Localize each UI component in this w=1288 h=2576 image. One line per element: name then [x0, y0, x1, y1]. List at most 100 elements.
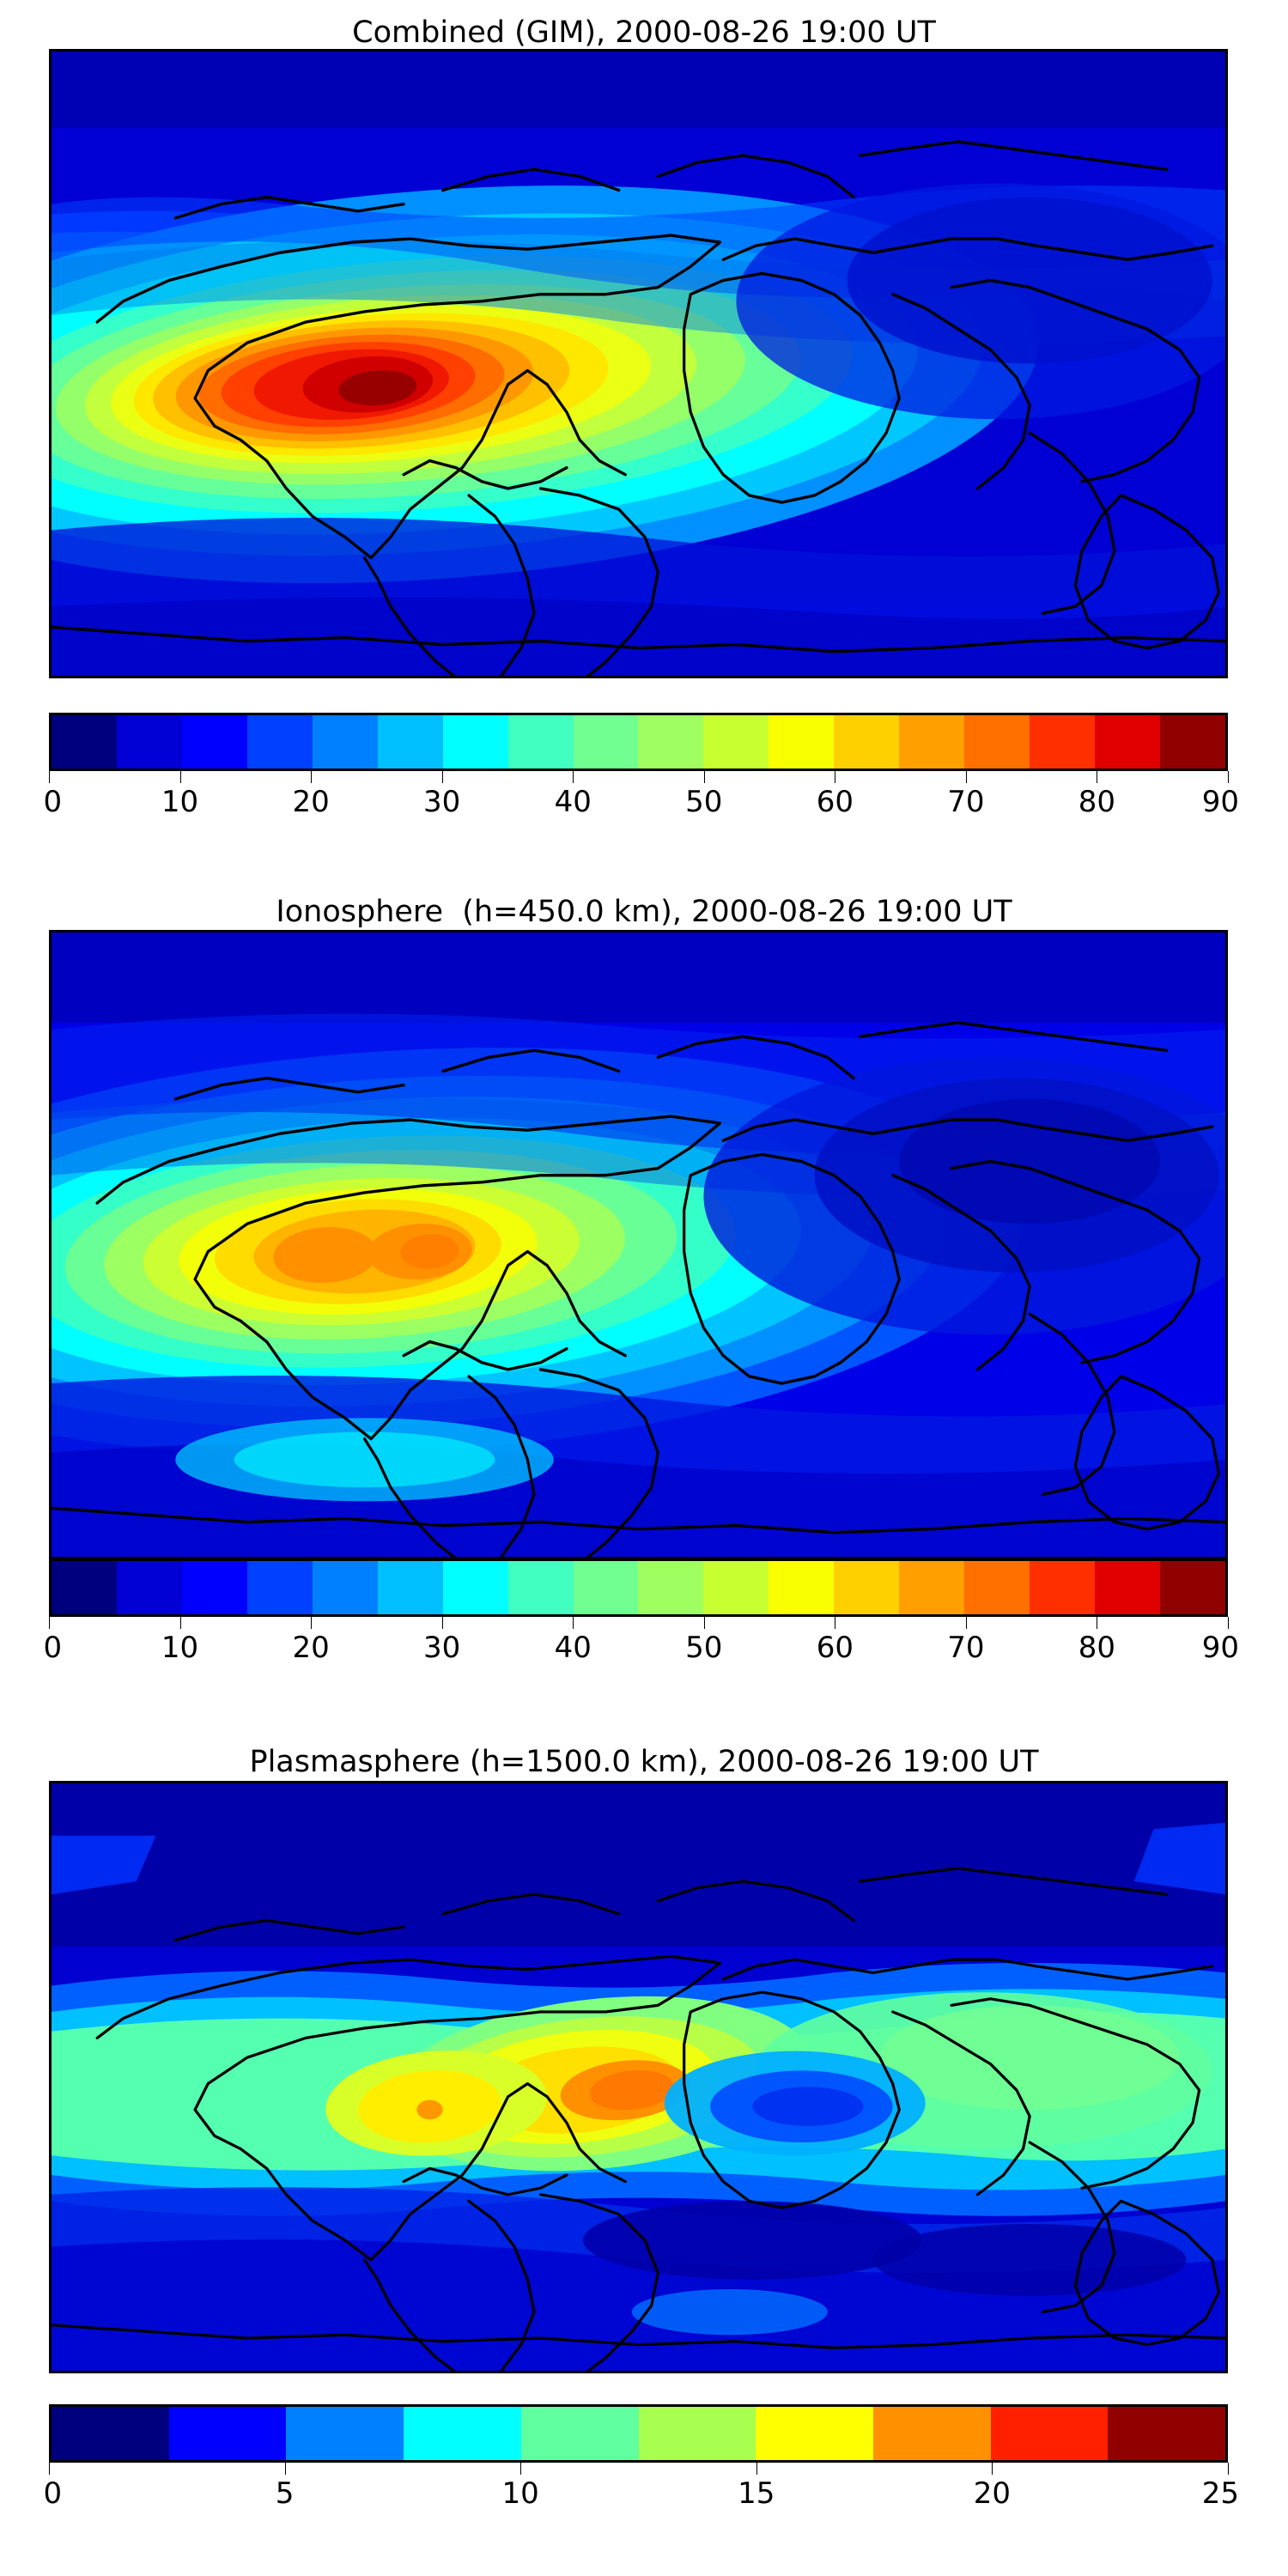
colorbar-band [520, 2407, 639, 2460]
field-contours-1 [52, 52, 1225, 676]
colorbar-tick-label: 5 [275, 2476, 295, 2511]
field-contours-2 [52, 933, 1225, 1557]
colorbar-band [181, 715, 247, 769]
colorbar-tick-label: 50 [685, 1631, 723, 1665]
colorbar-tick-label: 0 [43, 2476, 63, 2511]
colorbar-band [1159, 715, 1225, 769]
colorbar-band [834, 715, 900, 769]
colorbar-plasmasphere-gradient [49, 2404, 1228, 2463]
colorbar-combined [49, 713, 1228, 771]
colorbar-plasmasphere-ticks: 0 5 10 15 20 25 [44, 2463, 1239, 2511]
colorbar-band [507, 715, 574, 769]
colorbar-band [573, 715, 639, 769]
colorbar-tick [520, 2463, 522, 2475]
colorbar-band [52, 1561, 117, 1614]
coastlines-2 [52, 1021, 1225, 1557]
colorbar-band [52, 2407, 169, 2460]
colorbar-band [834, 1561, 900, 1614]
colorbar-band [703, 1561, 769, 1614]
colorbar-tick-label: 20 [292, 785, 330, 819]
panel-title-combined: Combined (GIM), 2000-08-26 19:00 UT [352, 15, 936, 50]
map-field-plasmasphere [52, 1783, 1225, 2371]
colorbar-band [1108, 2407, 1226, 2460]
map-panel-plasmasphere [49, 1781, 1228, 2373]
colorbar-tick [573, 1617, 574, 1629]
colorbar-tick-label: 60 [816, 1631, 854, 1665]
colorbar-tick-label: 10 [501, 2476, 539, 2511]
colorbar-tick-label: 60 [816, 785, 854, 819]
colorbar-tick-label: 0 [43, 785, 63, 819]
colorbar-tick [284, 2463, 286, 2475]
colorbar-band [872, 2407, 991, 2460]
field-contours-3 [52, 1783, 1225, 2371]
colorbar-tick [965, 1617, 967, 1629]
map-field-ionosphere [52, 933, 1225, 1557]
colorbar-tick-label: 25 [1201, 2476, 1239, 2511]
colorbar-band [312, 715, 378, 769]
colorbar-ionosphere [49, 1558, 1228, 1617]
colorbar-tick [311, 1617, 313, 1629]
colorbar-tick [49, 1617, 50, 1629]
colorbar-band [899, 1561, 965, 1614]
coastlines-3 [52, 1867, 1225, 2371]
coastlines-1 [52, 140, 1225, 676]
colorbar-band [181, 1561, 247, 1614]
map-panel-ionosphere [49, 930, 1228, 1559]
colorbar-band [638, 715, 704, 769]
colorbar-tick [703, 1617, 705, 1629]
colorbar-band [377, 1561, 443, 1614]
colorbar-band [964, 715, 1030, 769]
colorbar-tick-label: 10 [161, 1631, 199, 1665]
colorbar-band [1095, 715, 1160, 769]
colorbar-band [573, 1561, 639, 1614]
colorbar-combined-ticks: 0 10 20 30 40 50 60 70 80 90 [44, 771, 1239, 819]
colorbar-band [964, 1561, 1030, 1614]
colorbar-tick [1228, 771, 1229, 783]
colorbar-band [168, 2407, 287, 2460]
colorbar-band [769, 715, 835, 769]
colorbar-band [769, 1561, 835, 1614]
colorbar-band [116, 1561, 182, 1614]
colorbar-tick-label: 70 [947, 785, 985, 819]
colorbar-tick [992, 2463, 993, 2475]
colorbar-band [52, 715, 117, 769]
colorbar-tick [965, 771, 967, 783]
colorbar-tick [441, 1617, 443, 1629]
colorbar-tick [1228, 1617, 1229, 1629]
colorbar-tick-label: 30 [423, 1631, 461, 1665]
colorbar-band [1030, 715, 1095, 769]
colorbar-tick-label: 40 [554, 1631, 592, 1665]
map-canvas-ionosphere [52, 933, 1225, 1557]
colorbar-tick [441, 771, 443, 783]
colorbar-tick-label: 50 [685, 785, 723, 819]
colorbar-band [116, 715, 182, 769]
panel-title-ionosphere: Ionosphere (h=450.0 km), 2000-08-26 19:0… [276, 895, 1012, 929]
colorbar-tick-label: 80 [1078, 1631, 1116, 1665]
colorbar-tick [703, 771, 705, 783]
colorbar-tick [179, 1617, 181, 1629]
colorbar-band [507, 1561, 574, 1614]
colorbar-tick [573, 771, 574, 783]
colorbar-tick [756, 2463, 757, 2475]
colorbar-band [246, 715, 313, 769]
map-panel-combined [49, 49, 1228, 678]
colorbar-tick [49, 2463, 50, 2475]
colorbar-tick [311, 771, 313, 783]
colorbar-tick [179, 771, 181, 783]
colorbar-tick-label: 40 [554, 785, 592, 819]
colorbar-tick-label: 20 [292, 1631, 330, 1665]
colorbar-band [638, 1561, 704, 1614]
colorbar-band [756, 2407, 873, 2460]
colorbar-tick-label: 30 [423, 785, 461, 819]
colorbar-tick-label: 15 [738, 2476, 775, 2511]
colorbar-band [404, 2407, 521, 2460]
colorbar-band [442, 1561, 508, 1614]
colorbar-band [246, 1561, 313, 1614]
colorbar-ionosphere-gradient [49, 1558, 1228, 1617]
colorbar-band [1095, 1561, 1160, 1614]
colorbar-band [442, 715, 508, 769]
panel-title-plasmasphere: Plasmasphere (h=1500.0 km), 2000-08-26 1… [249, 1745, 1039, 1779]
colorbar-band [286, 2407, 404, 2460]
colorbar-tick-label: 0 [43, 1631, 63, 1665]
